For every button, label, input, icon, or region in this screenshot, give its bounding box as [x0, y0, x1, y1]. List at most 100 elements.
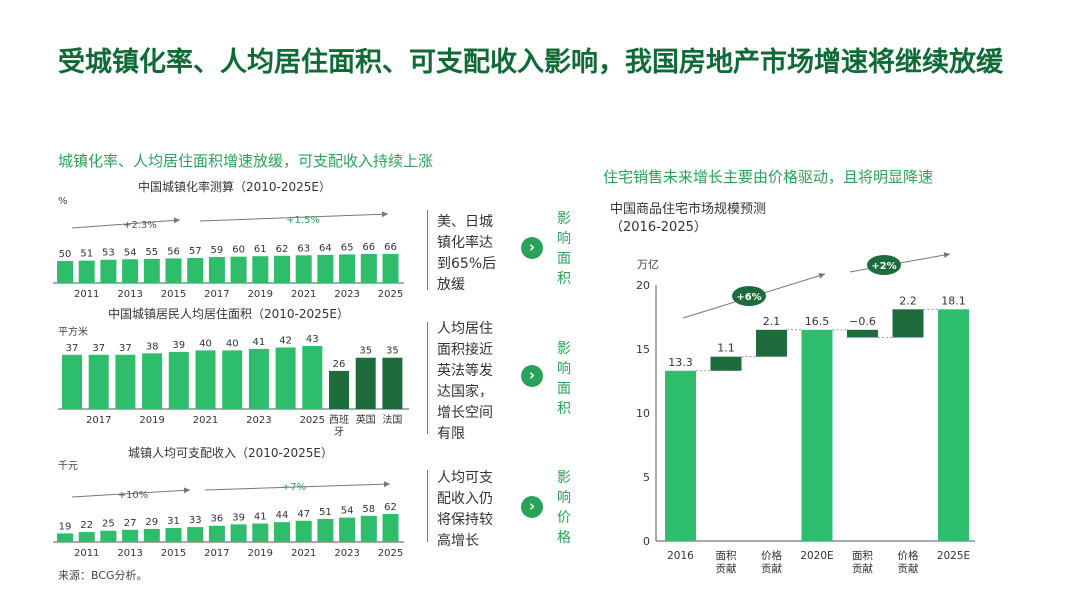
- area-note-line: 面积接近: [437, 342, 493, 358]
- data-label: 53: [102, 248, 115, 259]
- data-label: 13.3: [668, 356, 693, 369]
- bar: [329, 370, 349, 409]
- tick-label: 2019: [248, 289, 273, 300]
- y-tick-label: 20: [636, 279, 650, 292]
- tick-label: 2019: [248, 548, 273, 559]
- trend-arrow: [71, 217, 181, 229]
- tick-label: 贡献: [716, 562, 737, 575]
- bar: [100, 530, 117, 542]
- tick-label: 2011: [74, 289, 99, 300]
- waterfall-title-line: 中国商品住宅市场规模预测: [610, 202, 767, 217]
- bar: [165, 528, 182, 542]
- bar: [665, 370, 696, 541]
- bar: [78, 532, 95, 542]
- data-label: 54: [124, 247, 137, 258]
- tick-label: 2017: [204, 289, 229, 300]
- bar: [195, 350, 216, 409]
- tick-label: 2025: [300, 415, 325, 426]
- urban-unit: %: [58, 196, 68, 207]
- source-note: 来源：BCG分析。: [58, 569, 148, 582]
- data-label: 58: [362, 504, 375, 515]
- data-label: 43: [306, 334, 319, 345]
- urban-note: 美、日城 镇化率达 到65%后 放缓: [437, 212, 496, 296]
- tick-label: 2015: [161, 289, 186, 300]
- tick-label: 贡献: [852, 562, 873, 575]
- tick-label: 2025E: [937, 550, 970, 562]
- bar: [187, 257, 204, 283]
- urban-note-line: 镇化率达: [437, 235, 493, 251]
- area-chart-title: 中国城镇居民人均居住面积（2010-2025E）: [108, 307, 349, 321]
- data-label: 60: [232, 245, 245, 256]
- urban-note-line: 美、日城: [437, 214, 493, 230]
- area-arrow-icon: ›: [521, 365, 543, 387]
- income-effect-label: 影响价格: [557, 470, 571, 546]
- growth-pill: [732, 286, 766, 306]
- bar: [222, 350, 243, 409]
- data-label: 56: [167, 246, 180, 257]
- data-label: −0.6: [849, 315, 876, 328]
- bar: [938, 309, 969, 541]
- slide-title: 受城镇化率、人均居住面积、可支配收入影响，我国房地产市场增速将继续放缓: [58, 47, 1003, 78]
- bar: [230, 524, 247, 542]
- tick-label: 2023: [246, 415, 271, 426]
- data-label: 39: [232, 512, 245, 523]
- data-label: 35: [359, 346, 372, 357]
- y-tick-label: 0: [643, 535, 650, 548]
- area-unit: 平方米: [58, 327, 88, 338]
- tick-label: 贡献: [761, 562, 782, 575]
- tick-label: 法国: [382, 413, 402, 426]
- data-label: 35: [386, 346, 399, 357]
- bar: [143, 528, 160, 542]
- tick-label: 2023: [334, 548, 359, 559]
- data-label: 59: [211, 245, 224, 256]
- bar: [78, 260, 95, 283]
- data-label: 36: [211, 514, 224, 525]
- income-note-line: 配收入仍: [437, 491, 493, 507]
- data-label: 40: [226, 338, 239, 349]
- growth-label: +7%: [282, 482, 306, 493]
- bar: [143, 258, 160, 283]
- bar: [274, 522, 290, 542]
- bar: [252, 523, 269, 542]
- data-label: 50: [59, 249, 72, 260]
- bar: [339, 517, 356, 542]
- growth-label: +1.5%: [286, 215, 320, 226]
- tick-label: 2013: [117, 548, 142, 559]
- data-label: 38: [146, 341, 159, 352]
- bar: [168, 351, 189, 409]
- bar: [317, 518, 334, 542]
- growth-label: +6%: [736, 292, 761, 303]
- data-label: 54: [341, 506, 354, 517]
- data-label: 63: [297, 243, 310, 254]
- area-note-line: 增长空间: [437, 405, 493, 421]
- bar: [122, 259, 139, 283]
- tick-label: 牙: [334, 426, 344, 438]
- growth-pill: [867, 255, 901, 275]
- data-label: 18.1: [941, 294, 966, 307]
- tick-label: 2011: [74, 548, 99, 559]
- data-label: 16.5: [805, 315, 830, 328]
- data-label: 62: [276, 244, 289, 255]
- data-label: 51: [319, 507, 332, 518]
- tick-label: 2021: [291, 548, 316, 559]
- bar: [360, 515, 377, 542]
- data-label: 37: [92, 343, 105, 354]
- bar: [339, 254, 356, 283]
- bar: [756, 329, 787, 357]
- bar: [230, 256, 247, 283]
- urban-note-bracket: [427, 210, 428, 290]
- data-label: 27: [124, 518, 137, 529]
- waterfall-unit: 万亿: [637, 258, 659, 271]
- tick-label: 西班: [329, 414, 349, 426]
- waterfall-title-line: （2016-2025）: [610, 220, 707, 235]
- tick-label: 2016: [667, 550, 694, 562]
- data-label: 40: [199, 338, 212, 349]
- bar: [382, 357, 403, 409]
- y-tick-label: 5: [643, 471, 650, 484]
- tick-label: 价格: [898, 549, 919, 562]
- urban-note-line: 放缓: [437, 277, 465, 293]
- growth-label: +2%: [871, 261, 896, 272]
- tick-label: 2015: [161, 548, 186, 559]
- data-label: 61: [254, 244, 267, 255]
